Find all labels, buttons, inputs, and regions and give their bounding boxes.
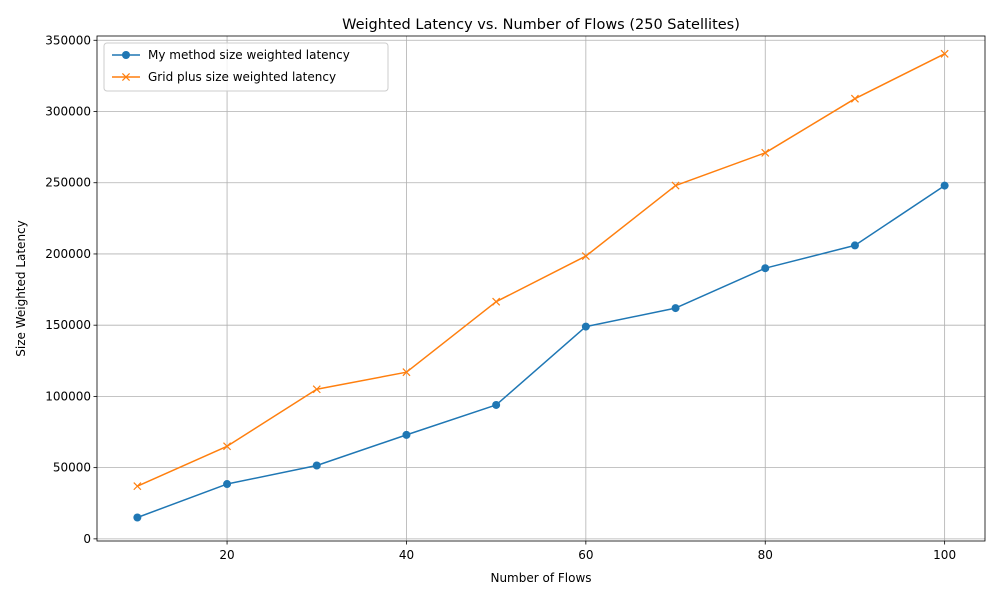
data-point bbox=[492, 297, 501, 306]
x-axis-ticks: 20 40 60 80 100 bbox=[219, 541, 956, 562]
grid bbox=[97, 36, 985, 541]
data-point bbox=[133, 513, 142, 522]
y-tick-label: 100000 bbox=[45, 389, 91, 403]
series-1 bbox=[133, 181, 949, 522]
data-point bbox=[312, 385, 321, 394]
data-point bbox=[223, 442, 232, 451]
data-point bbox=[940, 49, 949, 58]
legend-label: Grid plus size weighted latency bbox=[148, 70, 336, 84]
y-axis-ticks: 0 50000 100000 150000 200000 250000 300000 3500… bbox=[45, 33, 97, 546]
y-axis-label: Size Weighted Latency bbox=[14, 220, 28, 357]
series-line bbox=[137, 184, 946, 519]
data-point bbox=[850, 94, 859, 103]
data-point bbox=[492, 400, 501, 409]
chart-title: Weighted Latency vs. Number of Flows (25… bbox=[342, 17, 740, 33]
y-tick-label: 0 bbox=[83, 532, 91, 546]
data-point bbox=[940, 181, 949, 190]
data-point bbox=[761, 264, 770, 273]
plot-frame bbox=[96, 35, 986, 542]
x-axis-label: Number of Flows bbox=[490, 571, 591, 585]
legend-box bbox=[103, 42, 389, 92]
data-point bbox=[133, 482, 142, 491]
y-tick-label: 200000 bbox=[45, 247, 91, 261]
data-point bbox=[223, 480, 232, 489]
y-tick-label: 350000 bbox=[45, 33, 91, 47]
legend-item: My method size weighted latency bbox=[112, 48, 350, 62]
x-tick-label: 20 bbox=[219, 548, 234, 562]
series-line bbox=[137, 53, 945, 487]
x-tick-label: 80 bbox=[758, 548, 773, 562]
data-point bbox=[671, 181, 680, 190]
legend-label: My method size weighted latency bbox=[148, 48, 350, 62]
series-2 bbox=[133, 49, 949, 491]
data-point bbox=[581, 252, 590, 261]
y-tick-label: 150000 bbox=[45, 318, 91, 332]
x-tick-label: 60 bbox=[578, 548, 593, 562]
x-tick-label: 100 bbox=[933, 548, 956, 562]
data-point bbox=[402, 368, 411, 377]
data-point bbox=[402, 430, 411, 439]
series-layer bbox=[133, 49, 949, 522]
data-point bbox=[761, 148, 770, 157]
data-point bbox=[581, 322, 590, 331]
data-point bbox=[671, 304, 680, 313]
y-tick-label: 250000 bbox=[45, 176, 91, 190]
data-point bbox=[850, 241, 859, 250]
legend-marker bbox=[122, 51, 130, 59]
legend-marker bbox=[121, 72, 131, 82]
legend-item: Grid plus size weighted latency bbox=[112, 70, 336, 84]
legend: My method size weighted latency Grid plus… bbox=[103, 42, 389, 92]
y-tick-label: 50000 bbox=[53, 461, 91, 475]
y-tick-label: 300000 bbox=[45, 105, 91, 119]
x-tick-label: 40 bbox=[399, 548, 414, 562]
data-point bbox=[312, 461, 321, 470]
